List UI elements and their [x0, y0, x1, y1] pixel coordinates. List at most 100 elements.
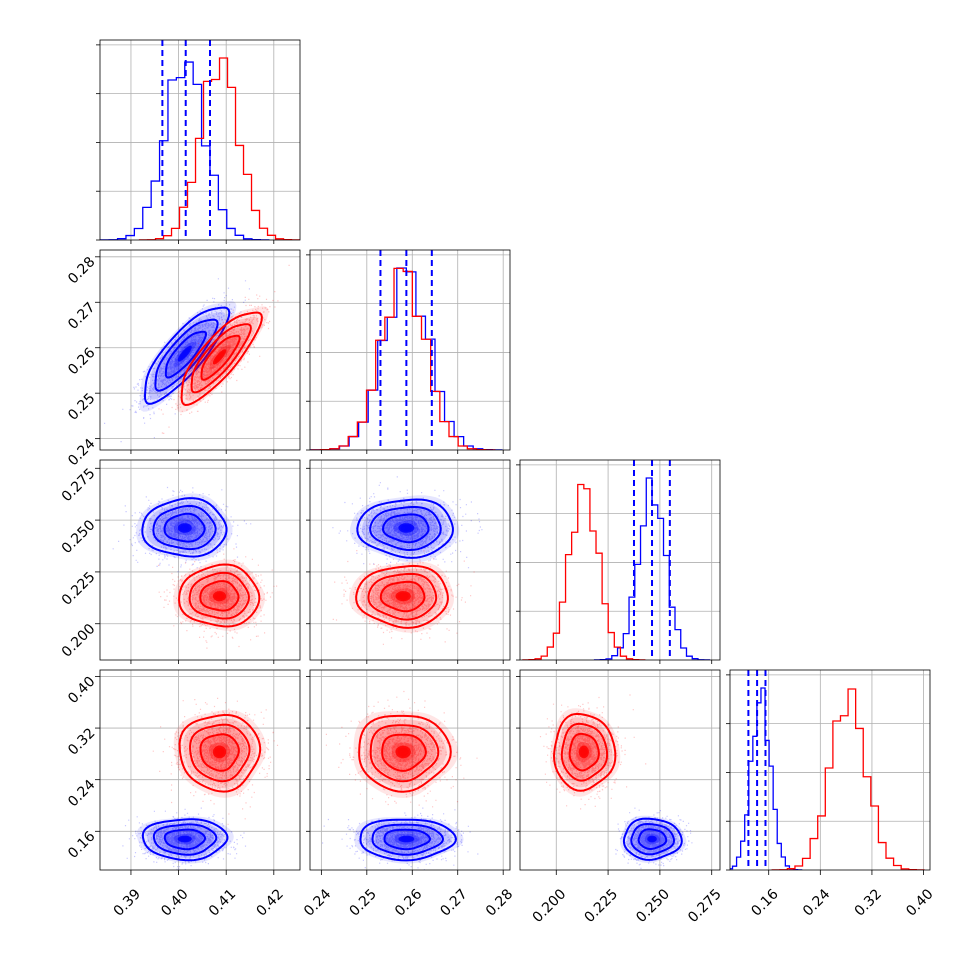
contour-line: [200, 334, 241, 381]
y-tick-label: 0.24: [65, 777, 98, 810]
contour-line: [152, 823, 218, 856]
density-fill: [139, 300, 237, 412]
scatter-panel: [306, 459, 511, 664]
x-tick-label: 0.39: [111, 886, 144, 919]
x-tick-label: 0.26: [392, 886, 425, 919]
density-core: [177, 345, 192, 362]
panel-content: [100, 40, 300, 240]
scatter-panel: 0.24 0.25 0.26 0.27 0.28: [65, 249, 301, 469]
contour-line: [568, 732, 600, 772]
contour-line: [371, 823, 445, 856]
contour-line: [141, 497, 228, 558]
contour-line: [359, 818, 458, 862]
panel-content: [112, 486, 278, 649]
contour-line: [152, 504, 217, 551]
panel-content: [104, 264, 290, 443]
contour-line: [630, 822, 676, 856]
histogram-step: [771, 688, 925, 870]
x-tick-label: 0.200: [530, 886, 570, 926]
contour-line: [188, 571, 250, 620]
scatter-points: [104, 278, 250, 443]
panel-content: [539, 694, 693, 869]
contour-line: [163, 512, 206, 543]
histogram-step: [730, 687, 803, 870]
contour-line: [154, 318, 219, 392]
contour-line: [199, 580, 240, 612]
contour-line: [560, 722, 609, 782]
x-tick-label: 0.40: [158, 886, 191, 919]
density-core: [177, 835, 192, 843]
contour-line: [143, 306, 231, 405]
contour-line: [381, 733, 427, 772]
contour-line: [622, 817, 683, 861]
contour-line: [164, 330, 208, 379]
x-tick-label: 0.41: [206, 886, 239, 919]
panel-frame: [309, 459, 511, 661]
histogram-step: [310, 267, 496, 450]
x-tick-label: 0.32: [852, 886, 885, 919]
scatter-panel: 0.39 0.40 0.41 0.42 0.16 0.24 0.32 0.40: [65, 669, 301, 920]
histogram-panel: [516, 459, 721, 664]
histogram-step: [100, 61, 270, 240]
x-tick-label: 0.28: [483, 886, 516, 919]
corner-layer: 0.24 0.25 0.26 0.27 0.28 0.200 0.225 0.250 0.275…: [59, 39, 937, 926]
panel-frame: [729, 669, 931, 871]
scatter-points: [152, 697, 279, 825]
contour-line: [552, 712, 617, 792]
x-tick-label: 0.42: [254, 886, 287, 919]
panel-content: [310, 250, 503, 450]
y-tick-label: 0.24: [65, 436, 98, 469]
panel-frame: [309, 669, 511, 871]
contour-line: [190, 323, 252, 394]
y-tick-label: 0.27: [65, 299, 98, 332]
contour-line: [379, 580, 426, 613]
density-core: [578, 745, 589, 759]
density-core: [212, 349, 227, 365]
scatter-panel: 0.200 0.225 0.250 0.275: [59, 459, 301, 664]
y-tick-label: 0.40: [65, 674, 98, 707]
contour-line: [178, 563, 261, 628]
x-tick-label: 0.250: [633, 886, 673, 926]
density-core: [395, 591, 411, 602]
density-fill: [176, 306, 269, 413]
y-tick-label: 0.275: [59, 465, 99, 505]
histogram-panel: [306, 249, 511, 454]
contour-line: [369, 505, 442, 552]
panel-content: [122, 697, 279, 870]
panel-content: [322, 690, 479, 870]
contour-line: [369, 724, 440, 783]
contour-line: [383, 828, 432, 851]
x-tick-label: 0.275: [685, 886, 725, 926]
y-tick-label: 0.225: [59, 569, 99, 609]
x-tick-label: 0.225: [581, 886, 621, 926]
y-tick-label: 0.200: [59, 621, 99, 661]
histogram-panel: [96, 39, 301, 244]
panel-frame: [99, 39, 301, 241]
panel-content: [522, 460, 711, 660]
y-tick-label: 0.250: [59, 517, 99, 557]
scatter-points: [539, 694, 647, 810]
y-tick-label: 0.32: [65, 725, 98, 758]
contour-line: [189, 723, 251, 783]
panel-content: [332, 476, 483, 645]
density-core: [212, 591, 227, 602]
panel-frame: [99, 249, 301, 451]
x-tick-label: 0.24: [301, 886, 334, 919]
y-tick-label: 0.16: [65, 828, 98, 861]
density-core: [395, 745, 411, 759]
contour-line: [358, 714, 452, 793]
contour-line: [637, 828, 668, 851]
density-core: [177, 523, 192, 533]
contour-line: [178, 714, 262, 793]
panel-content: [730, 670, 925, 870]
scatter-points: [158, 548, 278, 649]
density-core: [212, 745, 227, 759]
contour-line: [367, 572, 438, 621]
scatter-points: [332, 476, 483, 572]
x-tick-label: 0.25: [347, 886, 380, 919]
x-tick-label: 0.27: [437, 886, 470, 919]
x-tick-label: 0.24: [800, 886, 833, 919]
panel-frame: [99, 669, 301, 871]
panel-frame: [309, 249, 511, 451]
